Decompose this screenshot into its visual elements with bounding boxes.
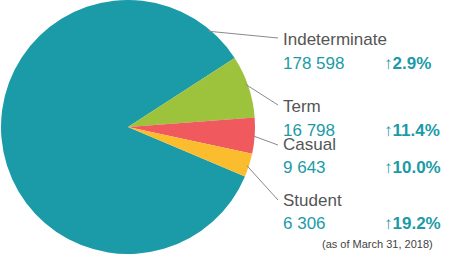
value-label: 9 643 [283,158,326,177]
leader-line [245,84,278,105]
pie-slice [128,127,252,176]
value-label: 178 598 [283,54,344,73]
change-label: ↑11.4% [384,121,440,140]
chart-svg: Indeterminate178 598↑2.9%Term16 798↑11.4… [0,0,463,254]
chart-container: Indeterminate178 598↑2.9%Term16 798↑11.4… [0,0,463,254]
labels: Indeterminate178 598↑2.9%Term16 798↑11.4… [208,30,440,233]
category-label: Student [283,191,342,210]
leader-line [253,136,278,145]
leader-line [208,31,278,38]
change-label: ↑2.9% [384,54,431,73]
pie-slice [128,58,255,127]
change-label: ↑10.0% [384,158,441,177]
category-label: Casual [283,135,336,154]
leader-line [247,166,278,200]
category-label: Indeterminate [283,30,387,49]
note: (as of March 31, 2018) [322,238,433,250]
value-label: 6 306 [283,214,326,233]
category-label: Term [283,97,321,116]
change-label: ↑19.2% [384,214,441,233]
pie [1,0,255,254]
